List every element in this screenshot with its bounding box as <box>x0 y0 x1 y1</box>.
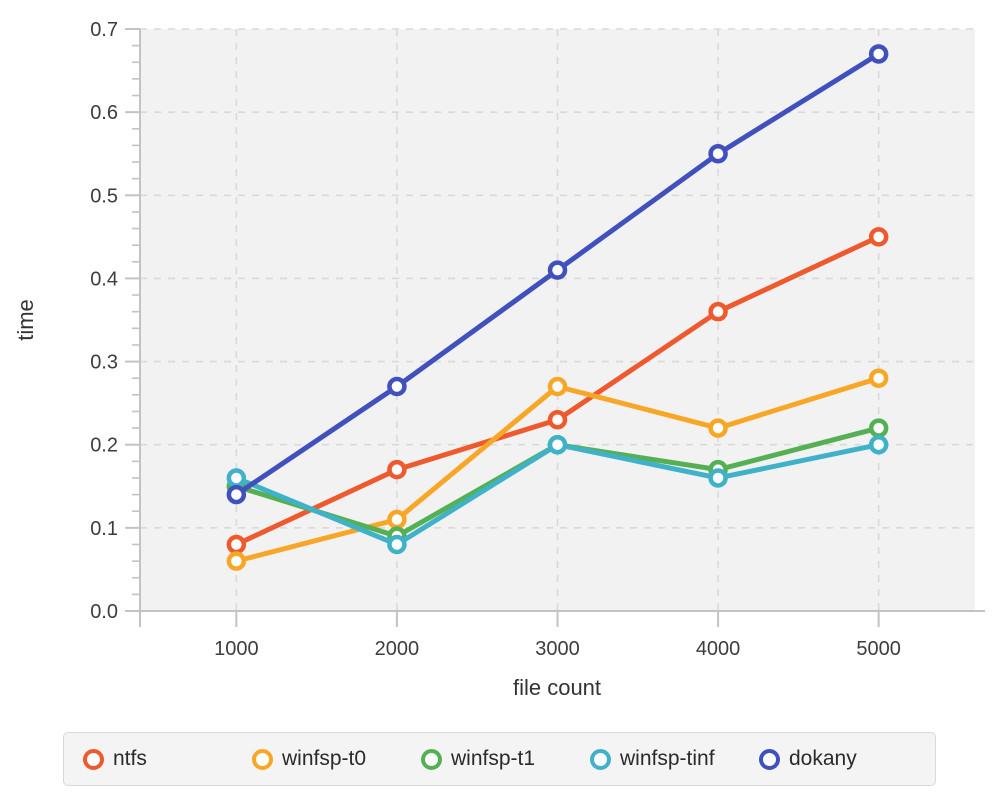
legend-item-ntfs[interactable]: ntfs <box>83 747 252 771</box>
y-axis-label: time <box>13 299 38 341</box>
plot-area <box>140 29 975 611</box>
y-tick-label: 0.2 <box>90 435 118 457</box>
legend-marker-icon <box>759 748 780 770</box>
data-point-ntfs-3000 <box>547 410 568 430</box>
data-point-ntfs-1000 <box>226 534 247 555</box>
x-tick-label: 2000 <box>375 638 420 660</box>
data-point-winfsp-t0-1000 <box>226 551 247 571</box>
y-tick-label: 0.6 <box>90 102 118 124</box>
data-point-dokany-3000 <box>547 260 568 280</box>
y-tick-label: 0.0 <box>90 601 118 623</box>
y-tick-label: 0.5 <box>90 185 118 207</box>
data-point-dokany-1000 <box>226 484 247 505</box>
legend-item-winfsp-tinf[interactable]: winfsp-tinf <box>590 747 759 771</box>
series-winfsp-t0 <box>226 368 889 571</box>
legend-label: ntfs <box>113 747 147 770</box>
x-tick-label: 5000 <box>856 638 901 660</box>
data-point-winfsp-tinf-2000 <box>387 534 407 555</box>
legend-marker-icon <box>83 748 104 770</box>
legend-label: winfsp-t1 <box>451 747 536 770</box>
data-point-winfsp-t0-4000 <box>708 418 728 438</box>
tick-labels: 0.0 0.1 0.2 0.3 0.4 0.5 0.6 0.7 1000 2000 3000 4000… <box>90 19 901 660</box>
data-point-ntfs-4000 <box>708 301 728 322</box>
axis-ticks <box>125 28 880 627</box>
legend-label: winfsp-tinf <box>620 747 715 770</box>
data-point-dokany-5000 <box>868 44 889 64</box>
legend-item-winfsp-t1[interactable]: winfsp-t1 <box>421 747 590 771</box>
data-point-winfsp-t0-2000 <box>387 509 407 530</box>
legend-marker-icon <box>421 748 442 770</box>
legend-label: dokany <box>789 747 857 770</box>
legend: ntfs winfsp-t0 winfsp-t1 winfsp-tinf dokany <box>63 732 936 786</box>
data-point-winfsp-tinf-5000 <box>868 434 889 455</box>
data-point-winfsp-t0-3000 <box>547 376 568 397</box>
legend-item-winfsp-t0[interactable]: winfsp-t0 <box>252 747 421 771</box>
x-tick-label: 3000 <box>535 638 580 660</box>
legend-item-dokany[interactable]: dokany <box>759 747 928 771</box>
axis-lines <box>125 29 985 627</box>
data-point-winfsp-t1-5000 <box>868 418 889 438</box>
data-point-winfsp-tinf-3000 <box>547 434 568 455</box>
series-ntfs <box>226 227 889 555</box>
data-point-winfsp-tinf-1000 <box>226 468 247 488</box>
legend-marker-icon <box>590 748 611 770</box>
data-series <box>226 44 889 571</box>
y-tick-label: 0.4 <box>90 268 118 290</box>
data-point-dokany-4000 <box>708 143 728 164</box>
y-tick-label: 0.1 <box>90 518 118 540</box>
y-tick-label: 0.7 <box>90 19 118 41</box>
x-tick-label: 1000 <box>214 638 259 660</box>
x-axis-label: file count <box>513 675 601 700</box>
series-dokany <box>226 44 889 505</box>
legend-marker-icon <box>252 748 273 770</box>
legend-label: winfsp-t0 <box>282 747 367 770</box>
data-point-ntfs-5000 <box>868 227 889 247</box>
data-point-ntfs-2000 <box>387 459 407 480</box>
data-point-winfsp-tinf-4000 <box>708 468 728 488</box>
x-tick-label: 4000 <box>696 638 741 660</box>
y-tick-label: 0.3 <box>90 352 118 374</box>
data-point-dokany-2000 <box>387 376 407 397</box>
data-point-winfsp-t0-5000 <box>868 368 889 388</box>
